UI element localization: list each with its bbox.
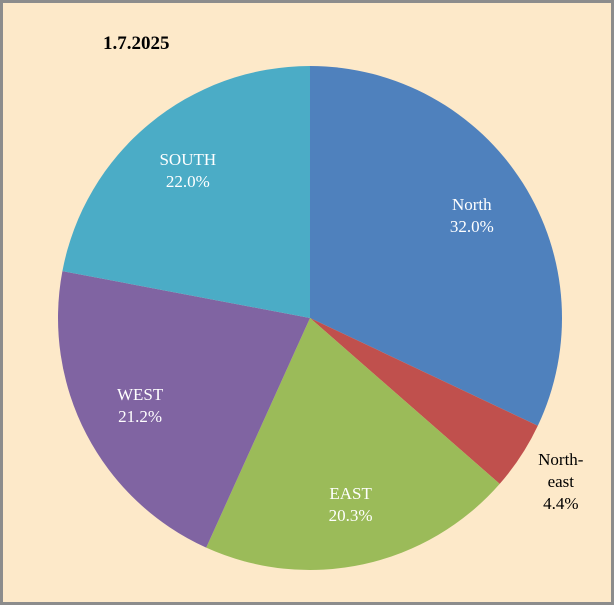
value-label: 4.4% <box>543 494 579 514</box>
value-label: 22.0% <box>165 171 210 191</box>
pie-slice <box>62 66 310 318</box>
slice-label: EAST 20.3% <box>329 483 373 527</box>
pie-slice <box>57 271 310 548</box>
value-label: 32.0% <box>449 216 494 236</box>
category-label: North-east <box>538 450 584 492</box>
slice-label: North-east 4.4% <box>536 449 586 515</box>
pie-slice <box>310 318 538 484</box>
pie-slice <box>206 318 500 570</box>
pie-slice <box>310 66 562 426</box>
slice-label: SOUTH 22.0% <box>159 149 216 193</box>
category-label: North <box>451 194 492 214</box>
chart <box>57 66 562 570</box>
slice-label: WEST 21.2% <box>117 384 163 428</box>
value-label: 21.2% <box>118 407 163 427</box>
value-label: 20.3% <box>328 506 373 526</box>
category-label: EAST <box>329 484 372 504</box>
category-label: SOUTH <box>159 149 217 169</box>
slice-label: North 32.0% <box>450 194 494 238</box>
chart-title: 1.7.2025 <box>103 33 170 54</box>
category-label: WEST <box>116 385 164 405</box>
